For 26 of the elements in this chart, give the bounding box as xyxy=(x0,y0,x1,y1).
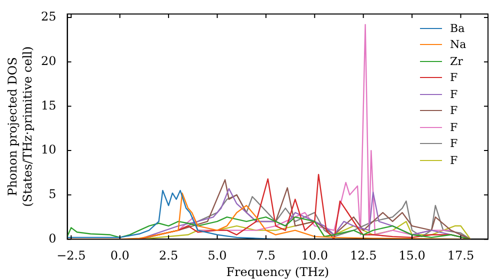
x-tick-label: 5.0 xyxy=(208,248,227,263)
x-tick-label: 12.5 xyxy=(350,248,377,263)
legend-label: Zr xyxy=(450,54,463,68)
y-tick-label: 20 xyxy=(40,54,56,68)
y-tick-label: 5 xyxy=(48,186,56,201)
x-axis-title: Frequency (THz) xyxy=(226,264,330,279)
x-tick-label: 2.5 xyxy=(159,248,178,263)
legend-label: Ba xyxy=(450,22,465,35)
x-tick-label: 7.5 xyxy=(256,248,276,263)
y-tick-label: 15 xyxy=(40,98,56,112)
x-tick-label: −2.5 xyxy=(56,248,86,263)
y-tick-label: 0 xyxy=(48,231,56,246)
x-tick-label: 17.5 xyxy=(447,248,474,263)
legend-label: F xyxy=(450,137,458,150)
legend-label: F xyxy=(450,104,458,118)
y-tick-label: 25 xyxy=(40,10,56,24)
legend-label: Na xyxy=(450,38,466,52)
legend-label: F xyxy=(450,154,458,167)
legend-label: F xyxy=(450,88,458,101)
y-axis-title: Phonon projected DOS (States/THz·primitive cell) xyxy=(6,46,35,207)
x-tick-label: 10.0 xyxy=(301,248,328,263)
x-tick-label: 0.0 xyxy=(110,248,130,263)
y-tick-label: 10 xyxy=(40,142,56,157)
legend-label: F xyxy=(450,71,458,84)
legend-label: F xyxy=(450,120,458,134)
x-tick-label: 15.0 xyxy=(398,248,426,263)
